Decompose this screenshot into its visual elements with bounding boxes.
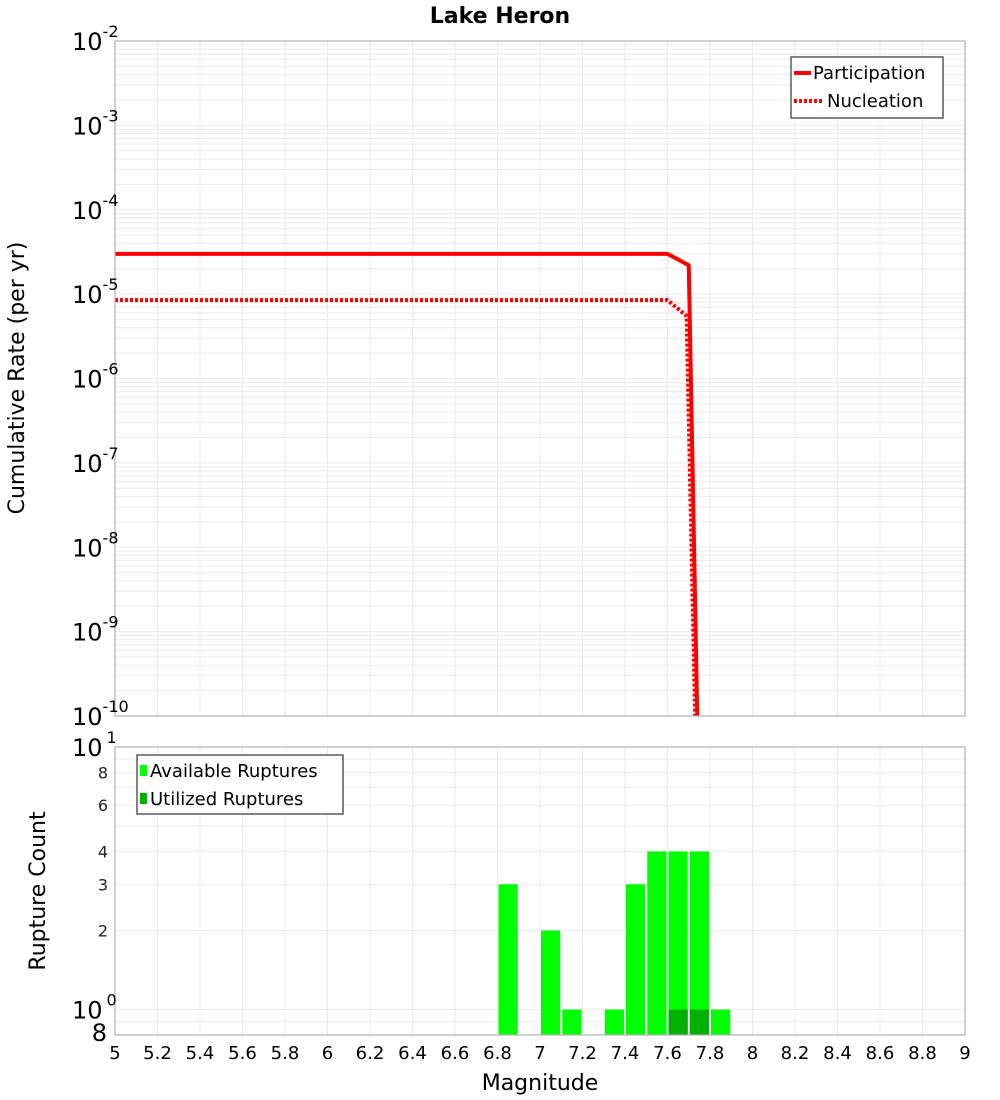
rupture-legend: Available Ruptures Utilized Ruptures bbox=[136, 754, 344, 815]
y-tick-label: 8 bbox=[92, 1019, 107, 1047]
y-tick-label: 10-7 bbox=[72, 444, 119, 478]
available-ruptures-bar bbox=[711, 1009, 731, 1035]
rupture-plot-frame bbox=[114, 746, 966, 1036]
x-tick-label: 6.2 bbox=[356, 1043, 385, 1064]
x-tick-label: 6.8 bbox=[483, 1043, 512, 1064]
utilized-legend-label: Utilized Ruptures bbox=[150, 789, 303, 810]
participation-legend-label: Participation bbox=[813, 63, 925, 84]
x-tick-label: 7.2 bbox=[568, 1043, 597, 1064]
y-tick-label: 10 0 bbox=[72, 991, 117, 1025]
rate-plot-frame bbox=[114, 40, 966, 717]
magnitude-x-axis-ticks: 5 5.2 5.4 5.6 5.8 6 6.2 6.4 6.6 6.8 7 7.2 7.4 7.6 7.8 8… bbox=[109, 1043, 970, 1064]
rate-legend-box bbox=[790, 56, 944, 119]
x-tick-label: 5.8 bbox=[271, 1043, 300, 1064]
nucleation-legend-label: Nucleation bbox=[827, 91, 923, 112]
x-tick-label: 7.8 bbox=[696, 1043, 725, 1064]
x-tick-label: 9 bbox=[959, 1043, 970, 1064]
x-tick-label: 8.4 bbox=[823, 1043, 852, 1064]
rupture-legend-box bbox=[136, 754, 344, 815]
x-tick-label: 6 bbox=[322, 1043, 333, 1064]
y-tick-label: 10-9 bbox=[72, 613, 119, 647]
utilized-legend-swatch bbox=[140, 793, 147, 804]
rate-plot: 10-2 10-3 10-4 10-5 10-6 10-7 10-8 10-9 10-10 Cu… bbox=[5, 22, 966, 731]
available-ruptures-bar bbox=[626, 884, 646, 1035]
available-ruptures-bar bbox=[604, 1009, 624, 1035]
available-ruptures-bar bbox=[668, 851, 688, 1035]
x-tick-label: 5 bbox=[109, 1043, 120, 1064]
x-tick-label: 5.6 bbox=[228, 1043, 257, 1064]
y-tick-label: 2 bbox=[98, 922, 108, 941]
y-tick-label: 3 bbox=[98, 875, 108, 894]
x-tick-label: 8.6 bbox=[866, 1043, 895, 1064]
rate-y-axis-ticks: 10-2 10-3 10-4 10-5 10-6 10-7 10-8 10-9 10-10 bbox=[72, 22, 129, 731]
utilized-ruptures-bar bbox=[689, 1009, 709, 1035]
rate-plot-grid bbox=[115, 41, 966, 717]
x-tick-label: 6.6 bbox=[441, 1043, 470, 1064]
x-tick-label: 8.8 bbox=[908, 1043, 937, 1064]
x-tick-label: 7.4 bbox=[611, 1043, 640, 1064]
rupture-y-axis-label: Rupture Count bbox=[26, 811, 51, 971]
nucleation-line bbox=[115, 298, 698, 717]
y-tick-label: 10-4 bbox=[72, 191, 119, 225]
y-tick-label: 10-3 bbox=[72, 106, 119, 140]
y-tick-label: 10-6 bbox=[72, 360, 119, 394]
x-tick-label: 5.2 bbox=[143, 1043, 172, 1064]
available-ruptures-bar bbox=[541, 930, 561, 1035]
rupture-bars bbox=[498, 851, 731, 1035]
rate-y-axis-label: Cumulative Rate (per yr) bbox=[5, 242, 30, 515]
available-ruptures-bar bbox=[562, 1009, 582, 1035]
y-tick-label: 4 bbox=[98, 842, 108, 861]
x-tick-label: 8 bbox=[747, 1043, 758, 1064]
x-tick-label: 7 bbox=[534, 1043, 545, 1064]
y-tick-label: 10-8 bbox=[72, 528, 119, 562]
rate-legend: Participation Nucleation bbox=[790, 56, 944, 119]
available-legend-swatch bbox=[140, 765, 147, 776]
y-tick-label: 10-10 bbox=[72, 697, 129, 731]
x-tick-label: 5.4 bbox=[186, 1043, 215, 1064]
available-ruptures-bar bbox=[498, 884, 518, 1035]
y-tick-label: 10-5 bbox=[72, 275, 119, 309]
available-ruptures-bar bbox=[689, 851, 709, 1035]
chart-title: Lake Heron bbox=[430, 4, 570, 29]
x-tick-label: 8.2 bbox=[781, 1043, 810, 1064]
y-tick-label: 8 bbox=[98, 763, 108, 782]
x-tick-label: 6.4 bbox=[398, 1043, 427, 1064]
x-tick-label: 7.6 bbox=[653, 1043, 682, 1064]
utilized-ruptures-bar bbox=[668, 1009, 688, 1035]
y-tick-label: 10-2 bbox=[72, 22, 119, 56]
magnitude-x-axis-label: Magnitude bbox=[482, 1071, 599, 1096]
rate-plot-lines bbox=[115, 251, 700, 717]
available-ruptures-bar bbox=[647, 851, 667, 1035]
y-tick-label: 6 bbox=[98, 796, 108, 815]
participation-line bbox=[115, 251, 700, 717]
available-legend-label: Available Ruptures bbox=[150, 761, 318, 782]
y-tick-label: 10 1 bbox=[72, 728, 117, 762]
